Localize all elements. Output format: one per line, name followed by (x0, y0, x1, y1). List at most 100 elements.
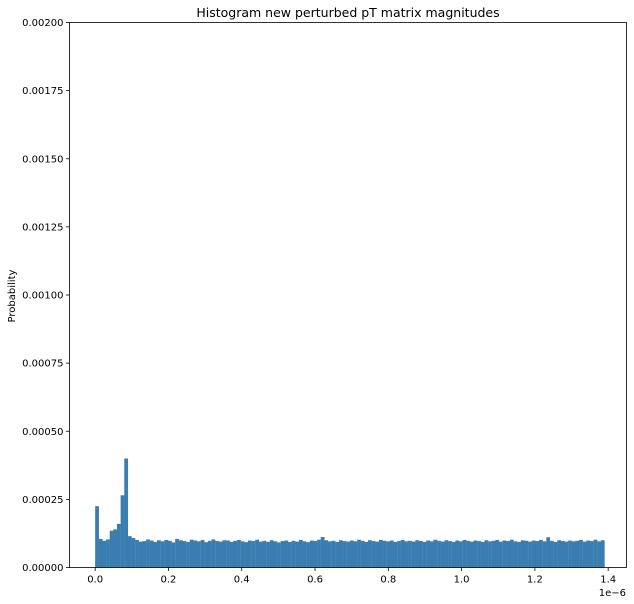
y-tick-label: 0.00100 (22, 291, 63, 302)
histogram-bar (157, 540, 161, 568)
histogram-bar (440, 541, 445, 568)
histogram-bar (138, 541, 143, 568)
histogram-bar (164, 539, 169, 568)
histogram-bar (364, 541, 369, 568)
histogram-bar (517, 541, 521, 568)
histogram-bar (557, 540, 562, 568)
histogram-bar (499, 541, 503, 568)
histogram-bar (258, 541, 263, 568)
histogram-bar (408, 540, 412, 568)
y-tick-label: 0.00075 (22, 359, 63, 370)
histogram-bar (251, 541, 256, 568)
histogram-bar (466, 540, 471, 568)
histogram-bar (189, 539, 194, 568)
histogram-bar (582, 541, 587, 568)
histogram-bar (284, 540, 289, 568)
histogram-bar (448, 541, 452, 568)
chart-title: Histogram new perturbed pT matrix magnit… (196, 5, 499, 20)
histogram-bar (240, 541, 245, 568)
x-tick-label: 1.0 (454, 575, 470, 586)
histogram-bar (477, 541, 481, 568)
histogram-bar (549, 540, 554, 568)
histogram-bar (295, 541, 300, 568)
histogram-bar (473, 540, 478, 568)
histogram-bar (280, 541, 285, 568)
histogram-bar (469, 541, 474, 568)
histogram-bar (531, 540, 536, 568)
histogram-bar (193, 540, 198, 568)
histogram-bar (178, 540, 183, 568)
y-axis-label: Probability (7, 269, 18, 322)
histogram-bar (160, 541, 165, 568)
histogram-bar (317, 539, 321, 568)
histogram-bar (597, 541, 602, 568)
histogram-bar (495, 539, 500, 568)
histogram-bar (146, 539, 150, 568)
x-tick-label: 0.2 (160, 575, 176, 586)
histogram-bar (415, 540, 420, 568)
histogram-bar (211, 539, 216, 568)
y-tick-label: 0.00175 (22, 86, 63, 97)
histogram-bar (116, 523, 121, 568)
histogram-bar (560, 541, 565, 568)
histogram-bar (302, 541, 307, 568)
histogram-bar (244, 542, 249, 568)
histogram-bar (229, 541, 234, 568)
histogram-bar (451, 541, 456, 568)
histogram-bar (313, 541, 318, 568)
histogram-bar (513, 541, 518, 568)
histogram-bar (142, 541, 147, 568)
histogram-bar (357, 539, 361, 568)
histogram-bar (124, 458, 129, 568)
y-tick-label: 0.00000 (22, 563, 63, 574)
histogram-bar (171, 542, 176, 568)
histogram-bar (404, 541, 409, 568)
histogram-bar (360, 540, 365, 568)
histogram-bar (102, 540, 107, 568)
histogram-bar (324, 540, 329, 568)
histogram-bar (502, 540, 507, 568)
histogram-bar (247, 540, 252, 568)
histogram-bar (204, 542, 209, 568)
histogram-bar (309, 540, 314, 568)
histogram-bar (346, 541, 350, 568)
histogram-bar (255, 539, 260, 568)
histogram-bar (539, 539, 543, 568)
y-tick-label: 0.00150 (22, 154, 63, 165)
histogram-bar (298, 539, 303, 568)
histogram-bar (328, 541, 332, 568)
y-axis-ticks: 0.00000 0.00025 0.00050 0.00075 0.00100 0.001… (22, 18, 70, 574)
x-tick-label: 1.4 (600, 575, 616, 586)
histogram-bar (455, 540, 460, 568)
histogram-bar (458, 541, 463, 568)
x-axis-offset-label: 1e−6 (599, 588, 626, 599)
histogram-bar (207, 540, 212, 568)
histogram-bar (331, 540, 336, 568)
histogram-bar (506, 541, 511, 568)
histogram-bar (389, 540, 394, 568)
histogram-bar (433, 539, 438, 568)
x-tick-label: 0.0 (87, 575, 103, 586)
histogram-bar (418, 541, 423, 568)
histogram-bar (186, 541, 190, 568)
histogram-bar (262, 540, 267, 568)
histogram-bar (484, 540, 489, 568)
histogram-bar (586, 540, 591, 568)
histogram-bar (509, 539, 514, 568)
histogram-bar (382, 540, 387, 568)
histogram-bar (426, 540, 431, 568)
histogram-bar (353, 541, 358, 568)
y-tick-label: 0.00025 (22, 495, 63, 506)
histogram-bar (215, 541, 220, 568)
histogram-bar (338, 540, 343, 568)
histogram-bar (233, 540, 238, 568)
histogram-bar (135, 539, 139, 568)
histogram-bar (368, 540, 372, 568)
y-tick-label: 0.00200 (22, 18, 63, 29)
x-tick-label: 0.4 (234, 575, 250, 586)
histogram-bar (273, 541, 278, 568)
histogram-bar (393, 541, 398, 568)
histogram-bar (488, 541, 492, 568)
histogram-bar (520, 540, 525, 568)
